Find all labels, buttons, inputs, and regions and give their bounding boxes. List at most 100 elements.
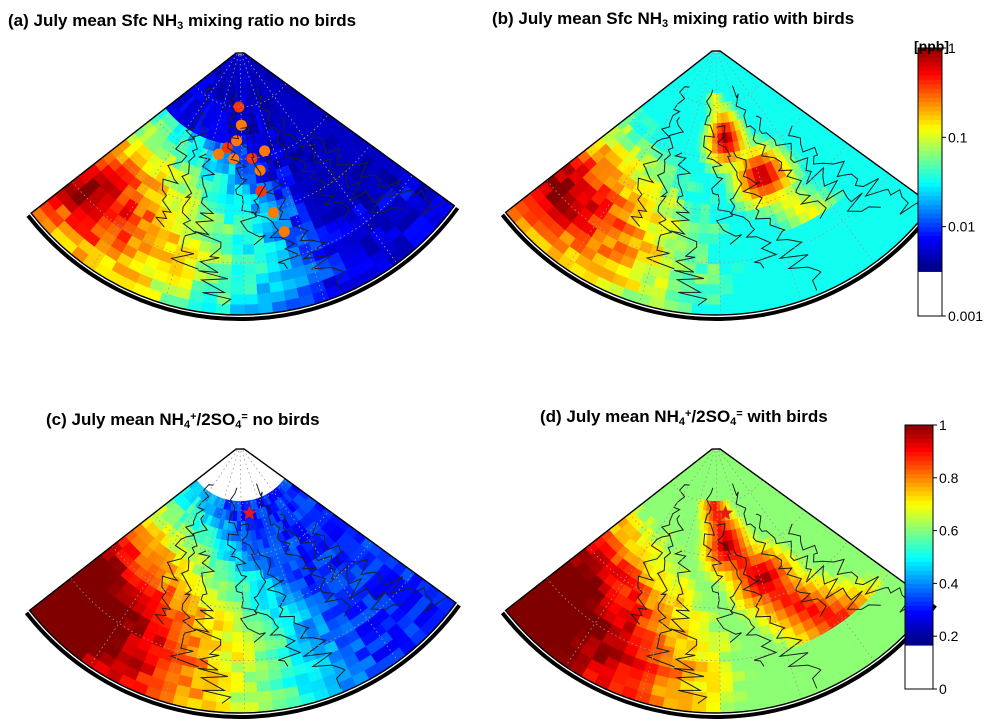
colorbar-step [905,671,933,677]
map-border [30,52,456,316]
map-panel-d [500,448,937,719]
map-cell [695,570,705,582]
map-cell [232,234,244,246]
colorbar-step [905,548,933,554]
colorbar-step [905,433,933,439]
coastline [732,85,827,219]
map-frame-arc [500,206,937,321]
colorbar-step [918,226,942,232]
map-cell [242,601,253,613]
map-cell [700,203,711,215]
map-cell [232,621,244,633]
map-cell [226,184,236,196]
map-cell [231,264,245,276]
colorbar-step [918,137,942,143]
coastline [194,550,232,704]
parallel [587,541,848,609]
map-cell [706,682,721,694]
coastlines [154,87,452,306]
colorbar-step [918,70,942,76]
colorbar-tick-label: 0.01 [948,219,975,235]
colorbar-step [905,649,933,655]
colorbar-step [918,289,942,295]
map-cell [692,192,703,204]
map-cell [720,303,736,315]
colorbar-step [918,257,942,263]
coastline [755,115,881,212]
map-cell [231,652,245,663]
map-cell [227,174,236,186]
meridian [163,54,239,304]
colorbar-step [918,92,942,98]
map-cell [218,661,233,673]
meridian [89,449,238,667]
map-cell [726,590,737,603]
coastline [240,126,301,269]
colorbar-step [918,61,942,67]
coastline [279,117,404,213]
map-cell [253,640,267,653]
colorbar-unit-label: [ppb] [914,38,949,54]
map-border [504,448,933,714]
colorbar-step [918,173,942,179]
map-frame-arc [500,604,937,719]
map-cell [242,591,252,603]
map-cell [703,571,712,583]
colorbar-step [918,155,942,161]
colorbar-step [905,495,933,501]
map-cell [229,702,245,713]
coastline [645,116,685,270]
colorbar-tick-label: 0.1 [948,129,968,145]
map-cell [257,690,273,703]
colorbar-step [918,56,942,62]
colorbar-step [905,491,933,496]
colorbar-step [905,579,933,584]
map-cell [712,511,718,522]
map-cell [206,201,218,214]
map-frame-arc [26,206,460,321]
coastline [670,152,708,306]
map-cell [233,591,244,603]
map-panel-b [500,50,937,321]
meridian [242,449,399,662]
map-cell [718,601,729,613]
colorbar-step [918,190,942,196]
meridian [717,450,802,700]
map-cell [719,681,735,694]
colorbar-step [918,48,942,54]
colorbar-step [905,464,933,470]
bird-track-dot [259,145,271,157]
map-cell [231,662,245,673]
map-cell [711,541,719,553]
map-cell [740,638,754,652]
map-cell [695,172,705,184]
map-cell [702,581,712,593]
map-cell [706,692,721,704]
map-cell [252,223,264,235]
meridian [565,449,714,667]
map-cell [242,194,252,206]
colorbar-step [905,675,933,681]
parallel [153,113,329,160]
colorbar-step [905,631,933,637]
bird-track-dot [278,226,290,238]
map-cell [698,550,707,562]
map-cell [218,183,229,195]
colorbar-step [905,517,933,523]
map-cell [707,652,721,663]
map-cell [708,642,720,653]
map-cell [740,240,754,254]
map-cell [694,263,709,275]
map-cell [217,193,228,205]
map-cell [243,284,258,296]
map-cell [244,304,260,315]
colorbar-step [905,658,933,664]
map-cell [719,253,732,265]
map-cell [713,501,718,512]
map-cell [221,233,234,246]
colorbar-step [905,539,933,545]
map-cell [730,650,744,663]
bird-track-dot [255,185,267,197]
map-cell [230,682,245,694]
data-cells [505,50,933,315]
